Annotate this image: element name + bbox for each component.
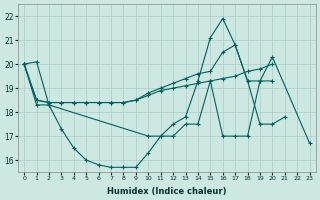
X-axis label: Humidex (Indice chaleur): Humidex (Indice chaleur) bbox=[107, 187, 227, 196]
